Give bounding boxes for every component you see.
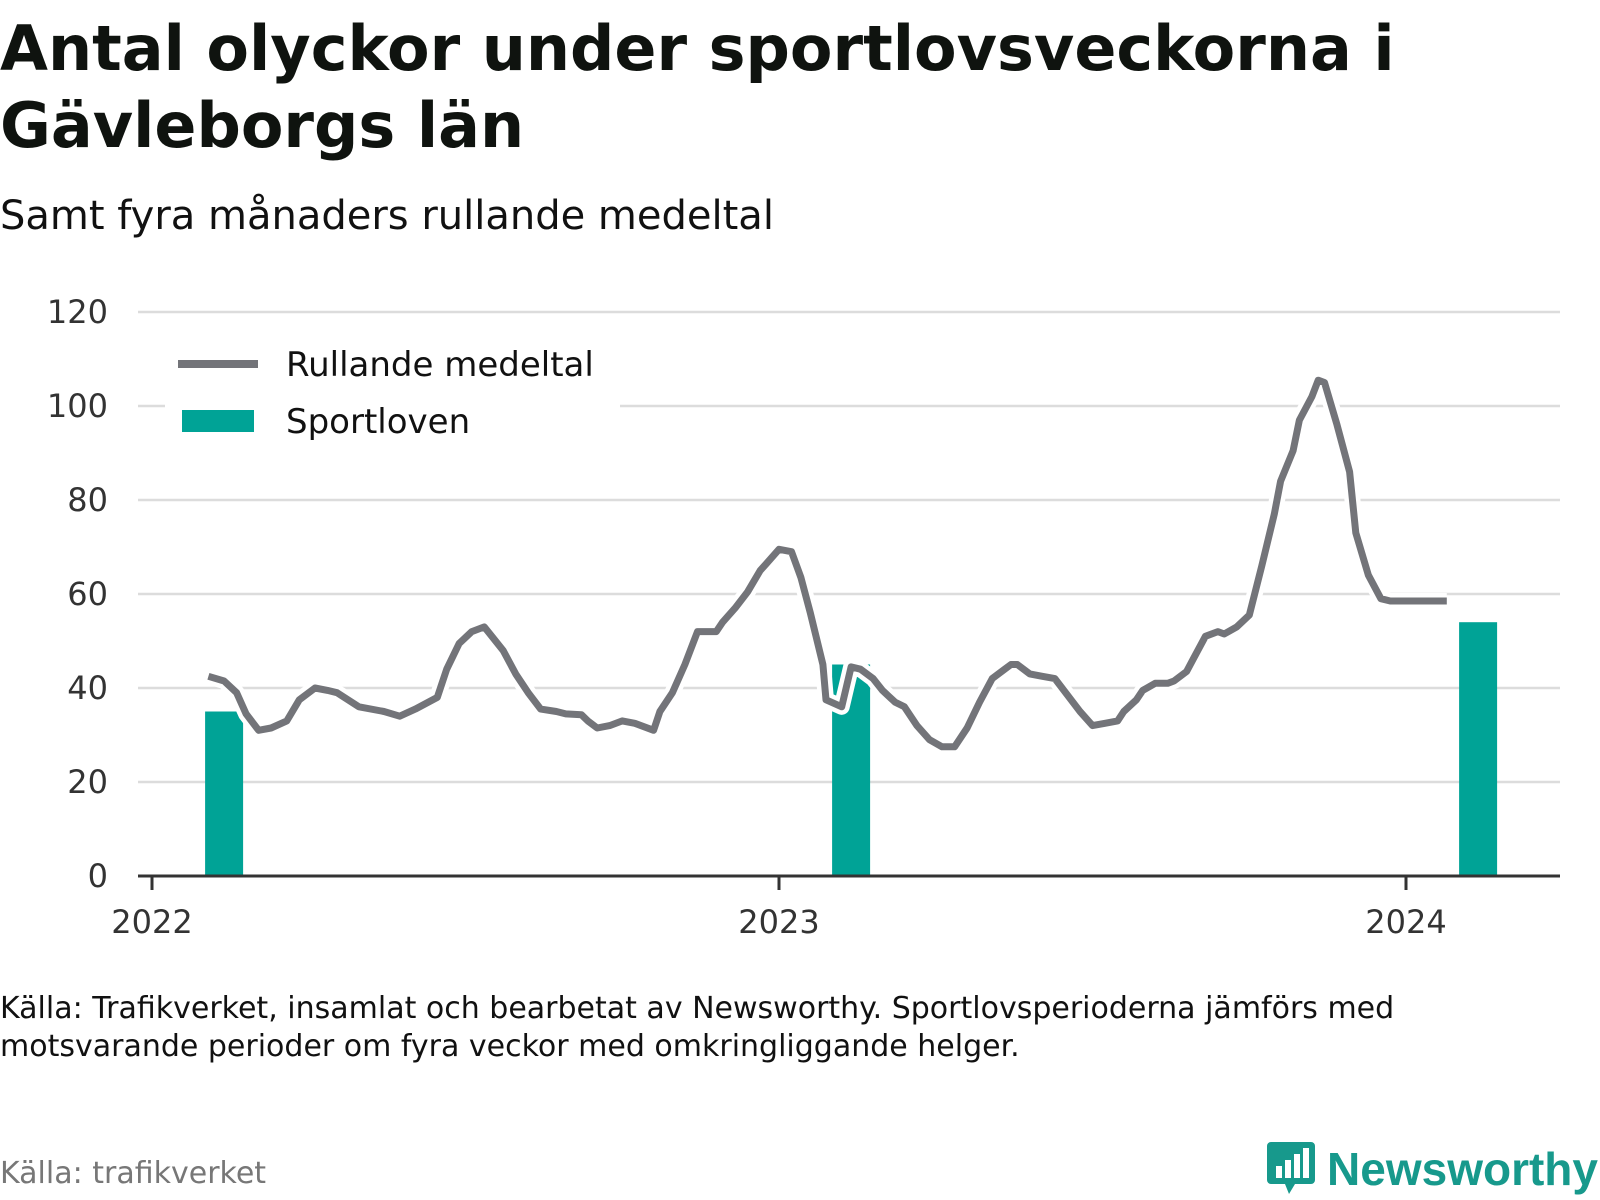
x-tick-label: 2024 — [1365, 903, 1446, 940]
y-tick-label: 20 — [67, 763, 108, 801]
y-tick-label: 120 — [47, 293, 108, 331]
rolling-average-path — [207, 376, 1447, 751]
legend-bar-label: Sportloven — [286, 402, 470, 442]
y-tick-label: 40 — [67, 669, 108, 707]
legend-background — [165, 338, 620, 453]
chart-subtitle: Samt fyra månaders rullande medeltal — [0, 193, 774, 239]
rolling-average-line — [206, 372, 1447, 755]
y-tick-label: 80 — [67, 481, 108, 519]
brand-name: Newsworthy — [1327, 1143, 1598, 1195]
source-note: Källa: Trafikverket, insamlat och bearbe… — [0, 991, 1395, 1064]
brand-logo: Newsworthy — [1265, 1140, 1598, 1198]
legend: Rullande medeltal Sportloven — [165, 338, 620, 453]
x-axis: 2022 2023 2024 — [111, 874, 1560, 940]
sportlov-bar — [1459, 622, 1498, 876]
y-axis-ticks: 0 20 40 60 80 100 120 — [47, 293, 108, 895]
y-tick-label: 100 — [47, 387, 108, 425]
accident-chart: 0 20 40 60 80 100 120 2022 2023 2024 Rullande me… — [47, 293, 1560, 940]
y-tick-label: 0 — [88, 857, 108, 895]
footer-source: Källa: trafikverket — [0, 1156, 267, 1191]
legend-line-label: Rullande medeltal — [286, 345, 594, 385]
sportlov-bar — [205, 711, 244, 876]
y-tick-label: 60 — [67, 575, 108, 613]
x-tick-label: 2023 — [738, 903, 819, 940]
x-tick-label: 2022 — [111, 903, 192, 940]
bar-chart-icon — [1267, 1142, 1316, 1194]
legend-bar-swatch — [182, 410, 254, 432]
chart-title: Antal olyckor under sportlovsveckorna i … — [0, 12, 1395, 162]
